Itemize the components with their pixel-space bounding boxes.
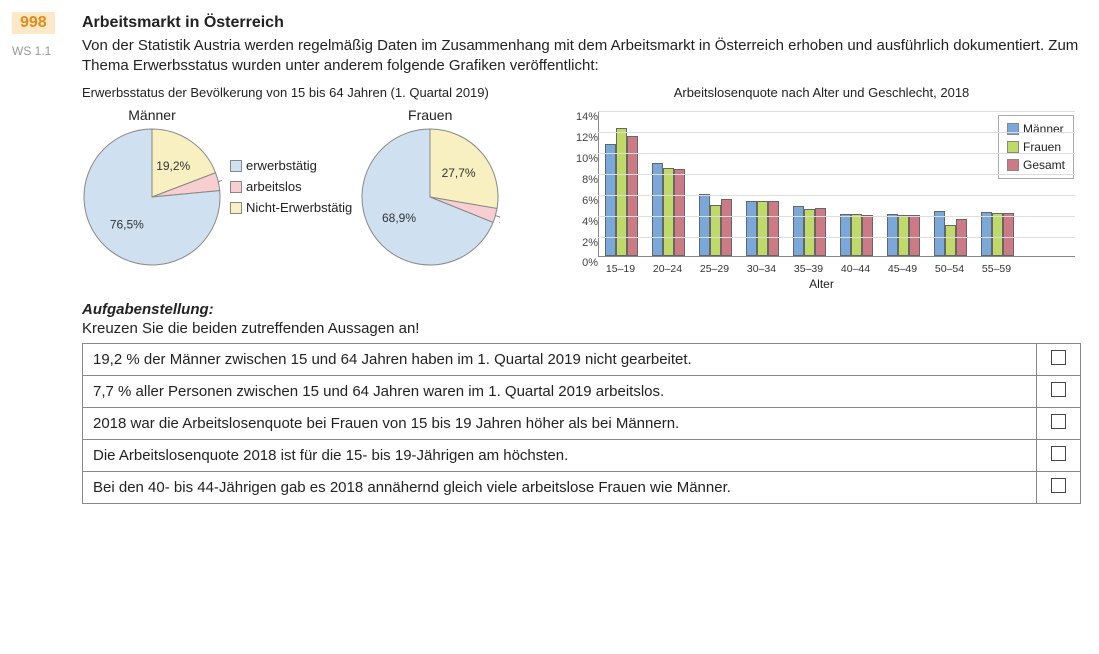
bar [956, 219, 967, 257]
pie-frauen-label: Frauen [360, 107, 500, 123]
bar [981, 212, 992, 257]
x-axis-label: Alter [562, 277, 1081, 291]
x-tick: 15–19 [606, 263, 635, 275]
pie-maenner-label: Männer [82, 107, 222, 123]
option-checkbox-4[interactable] [1051, 478, 1066, 493]
bar [793, 206, 804, 256]
bar [721, 199, 732, 256]
pie-title: Erwerbsstatus der Bevölkerung von 15 bis… [82, 85, 542, 102]
x-tick: 30–34 [747, 263, 776, 275]
bar-chart: MännerFrauenGesamt Alter 0%2%4%6%8%10%12… [562, 107, 1081, 287]
y-tick: 12% [562, 132, 598, 144]
bar [627, 136, 638, 256]
x-tick: 55–59 [982, 263, 1011, 275]
bar [699, 194, 710, 257]
page-title: Arbeitsmarkt in Österreich [82, 14, 1081, 32]
svg-text:68,9%: 68,9% [382, 211, 416, 225]
bar [945, 225, 956, 256]
bar-title: Arbeitslosenquote nach Alter und Geschle… [562, 85, 1081, 102]
bar [862, 215, 873, 257]
bar [663, 168, 674, 257]
bar [840, 214, 851, 257]
bar [768, 201, 779, 256]
exercise-number: 998 [12, 12, 55, 34]
bar-block: Arbeitslosenquote nach Alter und Geschle… [562, 85, 1081, 288]
option-text: 7,7 % aller Personen zwischen 15 und 64 … [83, 376, 1037, 408]
x-tick: 50–54 [935, 263, 964, 275]
intro-text: Von der Statistik Austria werden regelmä… [82, 36, 1081, 77]
option-text: 19,2 % der Männer zwischen 15 und 64 Jah… [83, 344, 1037, 376]
bar [746, 201, 757, 256]
ws-code: WS 1.1 [12, 44, 82, 58]
bar-legend: MännerFrauenGesamt [998, 115, 1074, 179]
x-tick: 20–24 [653, 263, 682, 275]
option-checkbox-1[interactable] [1051, 382, 1066, 397]
bar [710, 205, 721, 256]
y-tick: 0% [562, 257, 598, 269]
task-heading: Aufgabenstellung: [82, 301, 1081, 318]
bar [909, 215, 920, 257]
option-checkbox-2[interactable] [1051, 414, 1066, 429]
pie-legend: erwerbstätigarbeitslosNicht-Erwerbstätig [230, 156, 352, 218]
x-tick: 35–39 [794, 263, 823, 275]
bar [992, 213, 1003, 257]
bar [1003, 213, 1014, 257]
svg-text:27,7%: 27,7% [442, 166, 476, 180]
option-text: Bei den 40- bis 44-Jährigen gab es 2018 … [83, 472, 1037, 504]
task-instruction: Kreuzen Sie die beiden zutreffenden Auss… [82, 320, 1081, 337]
option-checkbox-3[interactable] [1051, 446, 1066, 461]
svg-text:3,4%: 3,4% [499, 214, 500, 228]
y-tick: 14% [562, 111, 598, 123]
bar [674, 169, 685, 257]
y-tick: 4% [562, 216, 598, 228]
x-tick: 25–29 [700, 263, 729, 275]
options-table: 19,2 % der Männer zwischen 15 und 64 Jah… [82, 343, 1081, 504]
bar [934, 211, 945, 257]
x-tick: 40–44 [841, 263, 870, 275]
y-tick: 2% [562, 237, 598, 249]
bar [757, 201, 768, 256]
option-checkbox-0[interactable] [1051, 350, 1066, 365]
pie-block: Erwerbsstatus der Bevölkerung von 15 bis… [82, 85, 542, 288]
y-tick: 8% [562, 174, 598, 186]
y-tick: 10% [562, 153, 598, 165]
bar [898, 215, 909, 257]
bar [652, 163, 663, 257]
svg-text:76,5%: 76,5% [110, 218, 144, 232]
bar [851, 214, 862, 257]
x-tick: 45–49 [888, 263, 917, 275]
option-text: Die Arbeitslosenquote 2018 ist für die 1… [83, 440, 1037, 472]
y-tick: 6% [562, 195, 598, 207]
bar [887, 214, 898, 257]
svg-text:19,2%: 19,2% [156, 160, 190, 174]
option-text: 2018 war die Arbeitslosenquote bei Fraue… [83, 408, 1037, 440]
bar [605, 144, 616, 257]
